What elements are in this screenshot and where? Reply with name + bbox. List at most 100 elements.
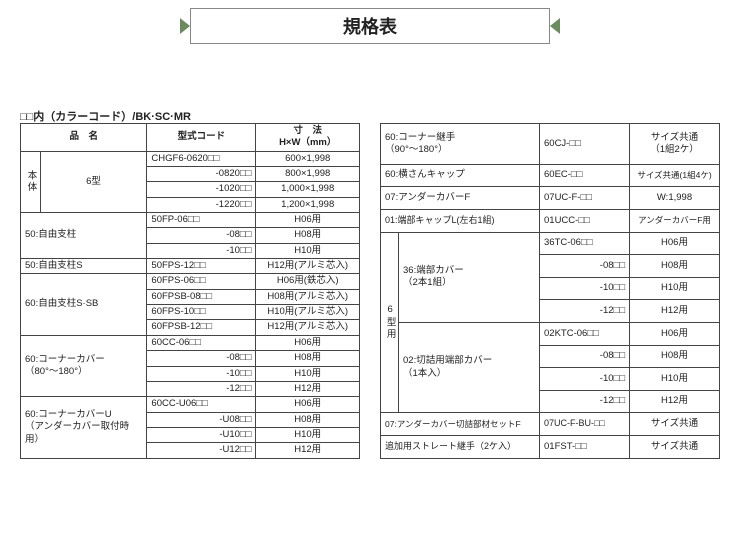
group-name: 50:自由支柱S [21,259,147,274]
spec-table-right: 60:コーナー継手 （90°～180°） 60CJ-□□ サイズ共通 （1組2ケ… [380,123,720,459]
table-row: 07:アンダーカバーF 07UC-F-□□ W:1,998 [381,187,720,210]
cell-code: 60FPSB-08□□ [147,289,256,304]
cell-dim: 1,200×1,998 [256,197,360,212]
cell-dim: H10用(アルミ芯入) [256,305,360,320]
group-name: 60:コーナーカバー （80°～180°） [21,335,147,396]
cell-dim: H10用 [256,243,360,258]
cell-dim: サイズ共通(1組4ケ) [630,164,720,187]
cell-code: -12□□ [540,390,630,413]
cell-code: -08□□ [540,345,630,368]
th-name: 品 名 [21,124,147,152]
cell-dim: H08用 [630,255,720,278]
body-label: 本体 [21,151,41,212]
cell-dim: H10用 [630,277,720,300]
group-name: 60:コーナーカバーU （アンダーカバー取付時用） [21,397,147,458]
cell-dim: H08用 [256,412,360,427]
banner-triangle-right [550,18,560,34]
cell-dim: H12用 [256,381,360,396]
cell-code: 60EC-□□ [540,164,630,187]
cell-code: -U10□□ [147,427,256,442]
cell-code: 07UC-F-BU-□□ [540,413,630,436]
cell-code: -10□□ [540,368,630,391]
cell-code: 36TC-06□□ [540,232,630,255]
cell-dim: H06用(鉄芯入) [256,274,360,289]
table-row: 60:コーナーカバー （80°～180°） 60CC-06□□ H06用 [21,335,360,350]
cell-dim: H12用 [630,300,720,323]
title-banner: 規格表 [190,8,550,44]
spec-tables: 品 名 型式コード 寸 法 H×W（mm） 本体 6型 CHGF6-0620□□… [20,123,720,459]
cell-dim: H08用(アルミ芯入) [256,289,360,304]
cell-dim: H10用 [256,427,360,442]
group-name: 60:コーナー継手 （90°～180°） [381,124,540,165]
table-row: 本体 6型 CHGF6-0620□□ 600×1,998 [21,151,360,166]
cell-dim: H08用 [630,345,720,368]
table-row: 60:コーナーカバーU （アンダーカバー取付時用） 60CC-U06□□ H06… [21,397,360,412]
cell-code: 02KTC-06□□ [540,322,630,345]
cell-code: -12□□ [147,381,256,396]
cell-code: -10□□ [147,366,256,381]
cell-dim: サイズ共通 （1組2ケ） [630,124,720,165]
group-name: 01:端部キャップL(左右1組) [381,209,540,232]
cell-code: -12□□ [540,300,630,323]
table-row: 6型用 36:端部カバー （2本1組） 36TC-06□□ H06用 [381,232,720,255]
cell-dim: H06用 [256,397,360,412]
cell-code: -08□□ [540,255,630,278]
cell-code: 60FPS-10□□ [147,305,256,320]
cell-dim: H12用 [630,390,720,413]
cell-code: 50FPS-12□□ [147,259,256,274]
cell-code: 01UCC-□□ [540,209,630,232]
cell-code: -08□□ [147,228,256,243]
type6-label: 6型用 [381,232,399,413]
cell-code: -U08□□ [147,412,256,427]
cell-code: 50FP-06□□ [147,213,256,228]
cell-code: 60CC-06□□ [147,335,256,350]
cell-dim: サイズ共通 [630,413,720,436]
table-row: 02:切詰用端部カバー （1本入） 02KTC-06□□ H06用 [381,322,720,345]
cell-dim: 1,000×1,998 [256,182,360,197]
group-name: 07:アンダーカバーF [381,187,540,210]
cell-dim: H12用(アルミ芯入) [256,320,360,335]
cell-code: 60FPS-06□□ [147,274,256,289]
type-6: 6型 [40,151,147,212]
spec-table-left: 品 名 型式コード 寸 法 H×W（mm） 本体 6型 CHGF6-0620□□… [20,123,360,459]
cell-dim: H08用 [256,351,360,366]
cell-dim: W:1,998 [630,187,720,210]
cell-dim: H10用 [256,366,360,381]
page-title: 規格表 [190,8,550,44]
cell-code: -0820□□ [147,167,256,182]
table-row: 60:横さんキャップ 60EC-□□ サイズ共通(1組4ケ) [381,164,720,187]
cell-dim: サイズ共通 [630,435,720,458]
group-name: 60:横さんキャップ [381,164,540,187]
th-code: 型式コード [147,124,256,152]
cell-code: 60CJ-□□ [540,124,630,165]
cell-code: -10□□ [147,243,256,258]
cell-dim: 600×1,998 [256,151,360,166]
th-dim: 寸 法 H×W（mm） [256,124,360,152]
cell-dim: H12用 [256,443,360,458]
banner-triangle-left [180,18,190,34]
color-code-note: □□内（カラーコード）/BK·SC·MR [20,108,191,124]
cell-code: 60CC-U06□□ [147,397,256,412]
cell-code: 01FST-□□ [540,435,630,458]
cell-code: -10□□ [540,277,630,300]
cell-dim: H06用 [256,213,360,228]
table-row: 追加用ストレート継手（2ケ入） 01FST-□□ サイズ共通 [381,435,720,458]
cell-code: -08□□ [147,351,256,366]
cell-dim: 800×1,998 [256,167,360,182]
cell-code: -1020□□ [147,182,256,197]
group-name: 追加用ストレート継手（2ケ入） [381,435,540,458]
group-name: 60:自由支柱S·SB [21,274,147,335]
table-row: 50:自由支柱 50FP-06□□ H06用 [21,213,360,228]
cell-dim: H06用 [630,322,720,345]
cell-dim: H10用 [630,368,720,391]
table-row: 60:自由支柱S·SB 60FPS-06□□ H06用(鉄芯入) [21,274,360,289]
cell-code: -1220□□ [147,197,256,212]
table-row: 01:端部キャップL(左右1組) 01UCC-□□ アンダーカバーF用 [381,209,720,232]
group-name: 02:切詰用端部カバー （1本入） [399,322,540,412]
table-row: 50:自由支柱S 50FPS-12□□ H12用(アルミ芯入) [21,259,360,274]
group-name: 50:自由支柱 [21,213,147,259]
group-name: 07:アンダーカバー切詰部材セットF [381,413,540,436]
cell-code: -U12□□ [147,443,256,458]
cell-code: 07UC-F-□□ [540,187,630,210]
group-name: 36:端部カバー （2本1組） [399,232,540,322]
